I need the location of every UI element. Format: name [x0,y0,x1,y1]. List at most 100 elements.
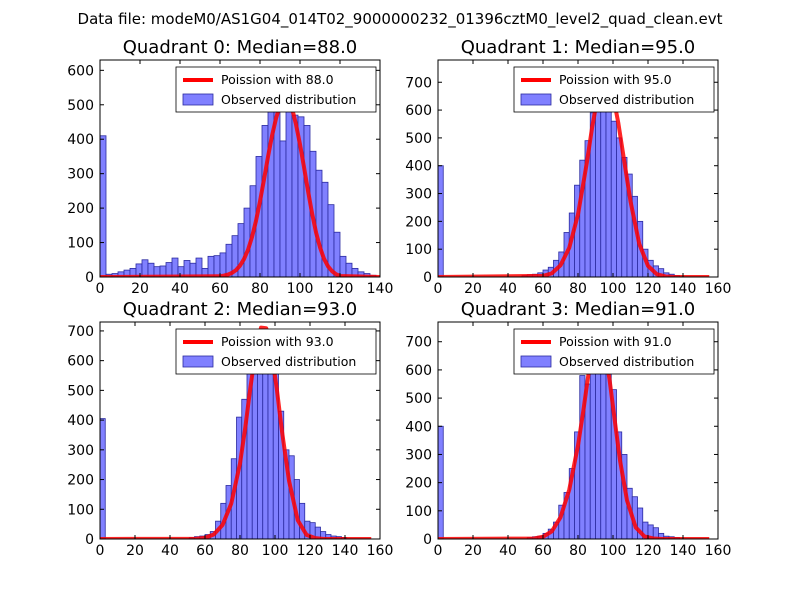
y-tick-label: 600 [405,363,432,379]
legend: Poission with 95.0 Observed distribution [513,66,715,113]
x-tick-label: 140 [670,281,697,297]
histogram-bar [610,120,617,277]
x-tick-label: 0 [434,281,443,297]
y-tick-label: 400 [67,413,94,429]
y-tick-label: 700 [67,324,94,340]
x-tick-label: 40 [499,281,517,297]
subplot-quadrant-0: Quadrant 0: Median=88.0 0 20 40 60 80 100 120 14… [67,37,393,297]
y-tick-label: 400 [405,419,432,435]
x-tick-label: 0 [96,281,105,297]
y-tick-label: 400 [67,132,94,148]
plot-area [100,325,372,539]
subplot-title: Quadrant 1: Median=95.0 [461,37,696,58]
histogram-bar [333,231,341,277]
y-tick-label: 600 [67,354,94,370]
y-axis: 0 100 200 300 400 500 600 700 [405,75,718,286]
legend-observed-swatch [520,93,552,106]
histogram-bar [257,345,264,539]
x-tick-label: 80 [231,543,249,559]
legend-observed-label: Observed distribution [559,354,694,369]
plot-area [438,333,710,539]
y-tick-label: 600 [405,103,432,119]
histogram-bar [339,255,347,277]
histogram-bar [605,92,612,277]
y-tick-label: 500 [67,383,94,399]
x-tick-label: 160 [705,543,732,559]
legend-observed-label: Observed distribution [221,354,356,369]
x-tick-label: 40 [499,543,517,559]
subplot-title: Quadrant 0: Median=88.0 [123,37,358,58]
histogram-bar [100,418,106,539]
legend: Poission with 91.0 Observed distribution [513,328,715,375]
legend-observed-label: Observed distribution [559,92,694,107]
y-tick-label: 100 [405,504,432,520]
x-tick-label: 20 [126,543,144,559]
legend-observed-swatch [182,355,214,368]
x-tick-label: 140 [367,281,394,297]
legend-observed-swatch [520,355,552,368]
x-axis: 0 20 40 60 80 100 120 140 160 [96,322,394,559]
histogram-bar [141,259,149,277]
x-tick-label: 80 [569,281,587,297]
x-tick-label: 120 [327,281,354,297]
y-tick-label: 300 [405,187,432,203]
poisson-curve [100,325,372,539]
y-tick-label: 500 [67,98,94,114]
x-tick-label: 120 [635,543,662,559]
x-tick-label: 100 [600,281,627,297]
histogram-bar [195,257,203,277]
axes-frame [99,59,381,278]
y-tick-label: 300 [67,443,94,459]
histogram-bar [616,137,623,277]
histogram-bar [213,255,221,277]
x-tick-label: 120 [635,281,662,297]
y-tick-label: 700 [405,75,432,91]
y-tick-label: 200 [405,214,432,230]
histogram-bar [589,358,596,539]
x-tick-label: 0 [434,543,443,559]
subplot-grid: Quadrant 0: Median=88.0 0 20 40 60 80 100 120 14… [67,37,731,559]
y-tick-label: 400 [405,159,432,175]
histogram-bar [279,140,287,277]
subplot-quadrant-2: Quadrant 2: Median=93.0 0 20 40 60 80 100 120 14… [67,299,393,559]
y-axis: 0 100 200 300 400 500 600 [67,63,380,286]
legend-poisson-label: Poission with 95.0 [559,72,672,87]
x-tick-label: 60 [534,543,552,559]
y-tick-label: 0 [423,270,432,286]
y-tick-label: 500 [405,391,432,407]
x-tick-label: 20 [464,281,482,297]
x-tick-label: 20 [464,543,482,559]
legend-poisson-label: Poission with 93.0 [221,334,334,349]
y-tick-label: 0 [85,532,94,548]
subplot-title: Quadrant 3: Median=91.0 [461,299,696,320]
y-tick-label: 100 [67,236,94,252]
y-tick-label: 300 [67,167,94,183]
y-axis: 0 100 200 300 400 500 600 700 [405,335,718,548]
x-tick-label: 60 [211,281,229,297]
histogram-bar [315,169,323,277]
figure-suptitle: Data file: modeM0/AS1G04_014T02_90000002… [78,10,723,29]
x-tick-label: 60 [196,543,214,559]
histogram-bar [595,104,602,277]
histogram-bar [261,125,269,277]
x-axis: 0 20 40 60 80 100 120 140 [96,60,394,297]
x-tick-label: 100 [287,281,314,297]
y-axis: 0 100 200 300 400 500 600 700 [67,324,380,548]
histogram-bar [207,255,215,277]
x-tick-label: 140 [332,543,359,559]
x-tick-label: 80 [569,543,587,559]
subplot-quadrant-1: Quadrant 1: Median=95.0 0 20 40 60 80 100 120 14… [405,37,731,297]
x-tick-label: 40 [171,281,189,297]
legend-observed-swatch [182,93,214,106]
y-tick-label: 300 [405,447,432,463]
x-tick-label: 160 [367,543,394,559]
x-axis: 0 20 40 60 80 100 120 140 160 [434,60,731,297]
x-tick-label: 40 [161,543,179,559]
y-tick-label: 0 [85,270,94,286]
x-tick-label: 0 [96,543,105,559]
y-tick-label: 500 [405,131,432,147]
histogram-bar [100,135,107,277]
histogram-bar [600,95,607,277]
x-tick-label: 20 [131,281,149,297]
